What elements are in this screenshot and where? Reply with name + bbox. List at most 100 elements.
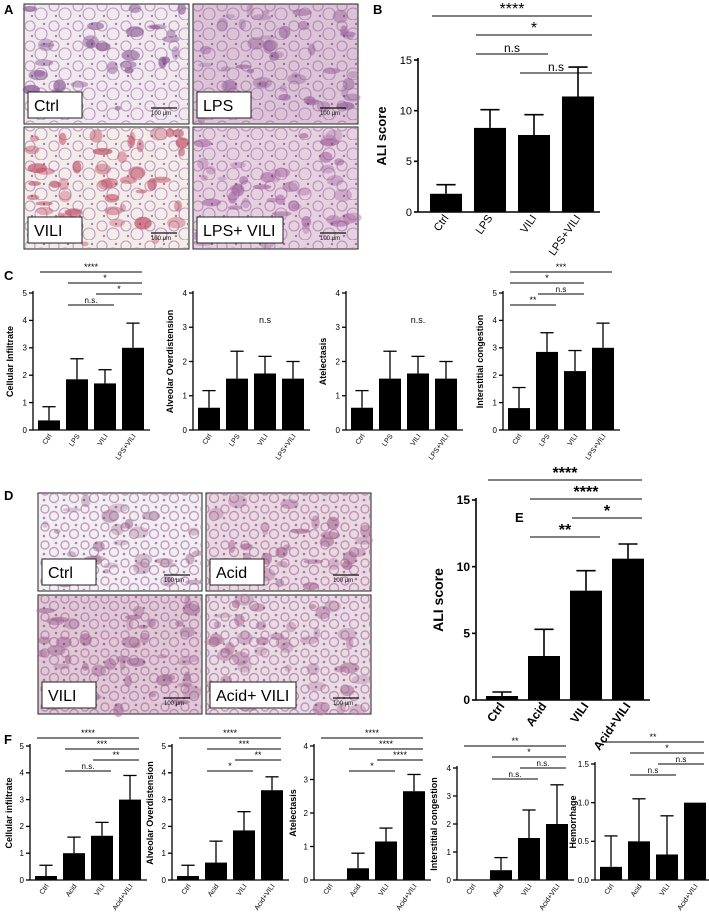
bar-acid-vili (684, 802, 706, 880)
y-tick-label: 0.5 (578, 837, 590, 846)
significance-label: ** (649, 732, 657, 742)
bar-ctrl (486, 696, 518, 700)
y-tick-label: 1 (20, 849, 25, 858)
x-tick-label: LPS+VILI (585, 433, 608, 461)
x-tick-label: VILI (257, 433, 270, 447)
x-tick-label: LPS (381, 433, 395, 448)
significance-label: ** (559, 522, 572, 539)
micrograph-label: VILI (48, 688, 76, 705)
chart-f1: 0 1 2 3 4 5 Cellular infiltrate Ctrl Acid VILI Aci… (4, 728, 147, 912)
micrograph-label-box (27, 91, 83, 119)
bar-lps-vili (282, 378, 304, 430)
micrograph-label: LPS (203, 98, 233, 115)
significance-label: n.s (504, 41, 520, 55)
significance-label: * (370, 761, 374, 771)
bar-acid (628, 841, 650, 880)
chart-c2: 0 1 2 3 4 Alveolar Overdistension Ctrl LPS VILI L… (165, 289, 310, 462)
significance-label: ** (511, 736, 519, 746)
micrograph-label: Acid+ VILI (216, 688, 289, 705)
x-tick-label: LPS+VILI (115, 433, 138, 461)
bar-acid-vili (119, 799, 141, 880)
y-tick-label: 0 (406, 207, 412, 219)
significance-label: **** (379, 739, 394, 749)
bar-acid (205, 862, 227, 880)
x-tick-label: VILI (521, 883, 534, 897)
significance-label: ** (254, 750, 262, 760)
panel-letter-a: A (4, 2, 14, 17)
significance-label: * (545, 273, 549, 283)
significance-label: *** (239, 739, 250, 749)
x-tick-label: Ctrl (466, 883, 478, 896)
y-tick-label: 5 (23, 289, 28, 298)
y-tick-label: 3 (304, 775, 309, 784)
x-tick-label: LPS (474, 213, 496, 237)
bar-vili (518, 838, 540, 880)
y-tick-label: 0 (183, 426, 188, 435)
micrograph-label-box (209, 558, 265, 586)
bar-vili (375, 841, 397, 880)
chart-c4: 0 1 2 3 4 5 Interstitial congestion Ctrl LPS VILI… (475, 262, 620, 462)
significance-label: * (531, 20, 537, 37)
bar-vili (518, 134, 550, 212)
x-tick-label: Ctrl (512, 433, 524, 446)
x-tick-label: Acid+VILI (590, 700, 633, 753)
bar-lps (536, 351, 558, 430)
micrograph-set1-ctrl: Ctrl 100 μm (22, 3, 190, 125)
y-tick-label: 0 (23, 426, 28, 435)
y-tick-label: 5 (406, 156, 412, 168)
y-axis-label: Interstitial congestion (429, 777, 439, 871)
x-tick-label: Ctrl (604, 883, 616, 896)
micrograph-set1-vili: VILI 100 μm (23, 126, 190, 250)
micrograph-label: Ctrl (34, 98, 59, 115)
significance-note: n.s (259, 315, 272, 325)
micrograph-label: Ctrl (48, 565, 73, 582)
bar-acid (347, 868, 369, 880)
bar-ctrl (430, 193, 462, 212)
y-tick-label: 1 (183, 392, 188, 401)
chart-f2: 0 1 2 3 4 5 Alveolar Overdistension Ctrl Acid VIL… (145, 728, 289, 912)
panel-letter-c: C (4, 268, 14, 283)
scale-bar-label: 100 μm (164, 578, 184, 584)
bar-vili (233, 830, 255, 880)
x-tick-label: Acid (630, 883, 644, 898)
panel-letter-e: E (515, 510, 524, 525)
y-tick-label: 4 (162, 769, 167, 778)
significance-label: * (527, 747, 531, 757)
bar-lps (379, 378, 401, 430)
y-tick-label: 4 (183, 289, 188, 298)
significance-label: n.s (676, 755, 687, 764)
x-tick-label: Acid+VILI (677, 883, 700, 912)
bar-acid (528, 656, 560, 700)
x-tick-label: Acid (65, 883, 79, 898)
x-tick-label: LPS (228, 433, 242, 448)
significance-label: n.s (556, 285, 567, 294)
micrograph-label-box (27, 216, 83, 244)
bar-vili (656, 854, 678, 880)
y-tick-label: 1 (447, 848, 452, 857)
bar-vili (94, 383, 116, 430)
x-tick-label: Acid (207, 883, 221, 898)
y-tick-label: 10 (457, 560, 471, 574)
bar-ctrl (351, 407, 373, 430)
y-tick-label: 3 (447, 792, 452, 801)
bar-acid-vili (403, 791, 425, 880)
y-tick-label: 4 (304, 742, 309, 751)
significance-label: * (665, 743, 669, 753)
x-tick-label: VILI (567, 700, 591, 726)
x-tick-label: VILI (97, 433, 110, 447)
y-axis-label: Atelectasis (318, 338, 328, 386)
significance-label: **** (81, 728, 96, 738)
bar-vili (570, 590, 602, 700)
significance-label: *** (97, 739, 108, 749)
bar-vili (91, 835, 113, 880)
bar-lps (66, 379, 88, 430)
bar-acid-vili (261, 790, 283, 880)
micrograph-set1-lps-vili: LPS+ VILI 100 μm (191, 126, 362, 250)
bar-ctrl (198, 407, 220, 430)
y-tick-label: 0 (447, 876, 452, 885)
significance-label: *** (556, 262, 567, 272)
significance-label: n.s. (82, 762, 95, 771)
y-tick-label: 1.0 (578, 798, 590, 807)
significance-label: ** (529, 295, 537, 305)
x-tick-label: Ctrl (484, 700, 507, 725)
